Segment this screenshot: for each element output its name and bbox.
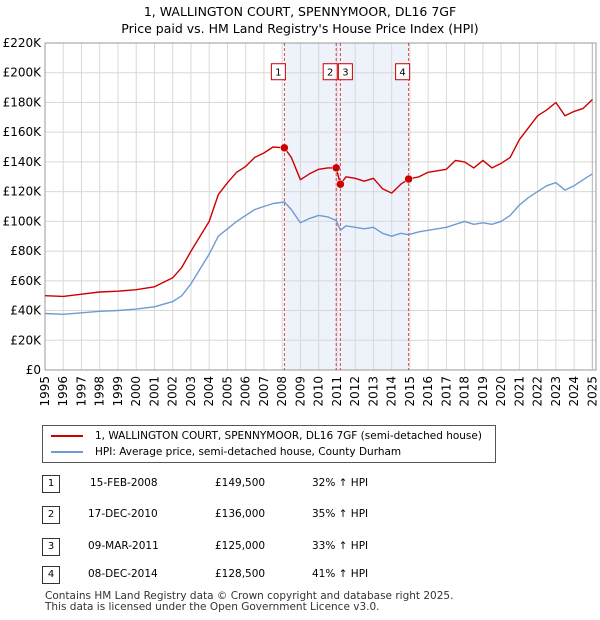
legend-swatch-hpi	[51, 451, 83, 453]
y-tick-label: £60K	[10, 274, 42, 288]
x-tick-label: 2015	[403, 376, 417, 407]
x-tick-label: 2021	[512, 376, 526, 407]
y-tick-label: £0	[26, 363, 41, 377]
chart-legend: 1, WALLINGTON COURT, SPENNYMOOR, DL16 7G…	[42, 425, 496, 463]
property-price-line	[44, 98, 593, 298]
y-tick-label: £200K	[3, 66, 43, 80]
legend-swatch-property	[51, 435, 83, 437]
x-tick-label: 2016	[421, 376, 435, 407]
x-tick-label: 2004	[202, 376, 216, 407]
price-chart: £0 £20K £40K £60K £80K £100K £120K £140K £160K £1…	[3, 36, 600, 407]
sale-badge: 3	[42, 538, 60, 556]
sale-date: 09-MAR-2011	[88, 540, 159, 552]
sale-row: 4 08-DEC-2014 £128,500 41% ↑ HPI	[0, 566, 600, 586]
sale-marker-label: 4	[399, 68, 405, 79]
sale-marker-label: 2	[327, 68, 333, 79]
y-tick-label: £120K	[3, 185, 43, 199]
x-tick-label: 2006	[239, 376, 253, 407]
footer-line-copyright: Contains HM Land Registry data © Crown c…	[45, 590, 454, 602]
sale-hpi: 33% ↑ HPI	[312, 540, 369, 552]
x-tick-label: 2017	[439, 376, 453, 407]
legend-item-hpi: HPI: Average price, semi-detached house,…	[51, 444, 401, 460]
sale-badge: 1	[42, 475, 60, 493]
legend-item-property: 1, WALLINGTON COURT, SPENNYMOOR, DL16 7G…	[51, 428, 482, 444]
sale-badge: 4	[42, 566, 60, 584]
y-tick-label: £100K	[3, 214, 43, 228]
x-tick-label: 2010	[312, 376, 326, 407]
sale-price: £149,500	[215, 477, 266, 489]
x-tick-label: 2013	[366, 376, 380, 407]
y-tick-label: £80K	[10, 244, 42, 258]
x-tick-label: 2005	[220, 376, 234, 407]
sale-hpi: 41% ↑ HPI	[312, 568, 369, 580]
sale-date: 15-FEB-2008	[90, 477, 158, 489]
chart-subtitle: Price paid vs. HM Land Registry's House …	[121, 21, 479, 36]
x-tick-label: 1999	[111, 376, 125, 407]
x-tick-label: 2024	[567, 376, 581, 407]
sale-marker-label: 1	[275, 68, 281, 79]
sale-row: 3 09-MAR-2011 £125,000 33% ↑ HPI	[0, 538, 600, 558]
x-tick-label: 2019	[476, 376, 490, 407]
x-tick-label: 1995	[38, 376, 52, 407]
x-tick-label: 1996	[56, 376, 70, 407]
x-tick-label: 2023	[549, 376, 563, 407]
sale-price: £125,000	[215, 540, 266, 552]
x-tick-label: 1998	[93, 376, 107, 407]
sale-marker-box	[395, 63, 411, 81]
y-tick-label: £20K	[10, 333, 42, 347]
sale-marker-box	[270, 63, 286, 81]
x-tick-label: 2020	[494, 376, 508, 407]
x-tick-label: 2007	[257, 376, 271, 407]
x-tick-label: 2000	[129, 376, 143, 407]
x-tick-label: 2002	[166, 376, 180, 407]
x-tick-label: 2009	[293, 376, 307, 407]
sale-point	[404, 174, 413, 184]
footer-line-licence: This data is licensed under the Open Gov…	[45, 601, 380, 613]
x-tick-label: 2018	[458, 376, 472, 407]
footer-notice: Contains HM Land Registry data © Crown c…	[45, 591, 453, 613]
sale-marker-label: 3	[342, 68, 348, 79]
sale-point	[280, 143, 289, 153]
sale-row: 1 15-FEB-2008 £149,500 32% ↑ HPI	[0, 475, 600, 495]
legend-label-hpi: HPI: Average price, semi-detached house,…	[95, 446, 402, 458]
x-tick-label: 2014	[385, 376, 399, 407]
plot-frame	[44, 42, 597, 371]
x-tick-label: 2003	[184, 376, 198, 407]
y-tick-label: £40K	[10, 304, 42, 318]
sale-date: 17-DEC-2010	[88, 508, 158, 520]
y-tick-label: £160K	[3, 125, 43, 139]
sale-hpi: 32% ↑ HPI	[312, 477, 369, 489]
legend-label-property: 1, WALLINGTON COURT, SPENNYMOOR, DL16 7G…	[95, 430, 482, 442]
sale-badge: 2	[42, 506, 60, 524]
sale-price: £136,000	[215, 508, 266, 520]
sale-marker-box	[322, 63, 338, 81]
y-tick-label: £140K	[3, 155, 43, 169]
x-tick-label: 1997	[74, 376, 88, 407]
x-tick-label: 2008	[275, 376, 289, 407]
sale-row: 2 17-DEC-2010 £136,000 35% ↑ HPI	[0, 506, 600, 526]
sale-date: 08-DEC-2014	[88, 568, 158, 580]
sale-price: £128,500	[215, 568, 266, 580]
x-tick-label: 2022	[531, 376, 545, 407]
hpi-line	[44, 173, 593, 315]
x-tick-label: 2011	[330, 376, 344, 407]
x-tick-label: 2025	[585, 376, 599, 407]
y-tick-label: £220K	[3, 36, 43, 50]
x-tick-label: 2001	[147, 376, 161, 407]
sale-hpi: 35% ↑ HPI	[312, 508, 369, 520]
shaded-range	[284, 43, 409, 370]
x-tick-label: 2012	[348, 376, 362, 407]
sale-point	[336, 179, 345, 189]
sale-point	[331, 163, 341, 173]
y-tick-label: £180K	[3, 95, 43, 109]
sale-marker-box	[337, 63, 353, 81]
chart-title: 1, WALLINGTON COURT, SPENNYMOOR, DL16 7G…	[143, 4, 457, 19]
